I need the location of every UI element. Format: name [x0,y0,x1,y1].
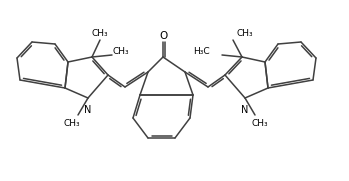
Text: CH₃: CH₃ [252,119,268,129]
Text: CH₃: CH₃ [113,47,129,56]
Text: CH₃: CH₃ [64,119,80,129]
Text: CH₃: CH₃ [237,28,253,37]
Text: O: O [159,31,167,41]
Text: CH₃: CH₃ [92,28,108,37]
Text: N: N [84,105,92,115]
Text: N: N [241,105,249,115]
Text: H₃C: H₃C [193,47,210,56]
